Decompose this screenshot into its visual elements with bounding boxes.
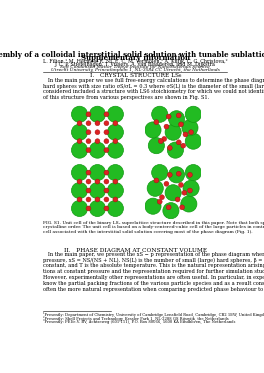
Text: Self-assembly of a colloidal interstitial solid solution with tunable sublattice: Self-assembly of a colloidal interstitia… [0, 50, 264, 59]
Text: Soft Condensed Matter, Debye Institute for NanoMaterials Science,: Soft Condensed Matter, Debye Institute f… [60, 65, 211, 69]
Text: II.   PHASE DIAGRAM AT CONSTANT VOLUME: II. PHASE DIAGRAM AT CONSTANT VOLUME [64, 248, 207, 253]
Text: Utrecht University, Princetonplein 1, NL-3584 CC Utrecht, the Netherlands: Utrecht University, Princetonplein 1, NL… [51, 68, 220, 72]
Text: J. C. P. Stiefelhagen, T. Vissers, A. van Blaaderen, and M. Dijkstra: J. C. P. Stiefelhagen, T. Vissers, A. va… [55, 62, 216, 67]
Text: ¹Presently: Department of Chemistry, University of Cambridge,Lensfield Road, Cam: ¹Presently: Department of Chemistry, Uni… [43, 313, 264, 317]
Text: I.   CRYSTAL STRUCTURE LS₆: I. CRYSTAL STRUCTURE LS₆ [89, 73, 181, 78]
Text: In the main paper we use full free-energy calculations to determine the phase di: In the main paper we use full free-energ… [43, 78, 264, 100]
Text: ²Presently: Shell Projects and Technology, Kessler Park 1, NL-2288 GS Rijswijk, : ²Presently: Shell Projects and Technolog… [43, 316, 229, 321]
Text: L. Filion,¹ M. Hermes, R. Ni, E. C. M. Vermolen,¹ A. Kuijk, C. G. Christova,²: L. Filion,¹ M. Hermes, R. Ni, E. C. M. V… [43, 59, 228, 63]
Text: ³Presently: FEI/e.V. BV, Achtseweg (601-111), P.O. Box 80066, 5600 KA Eindhoven,: ³Presently: FEI/e.V. BV, Achtseweg (601-… [43, 319, 235, 324]
Text: FIG. S1. Unit cell of the binary LS₆ superlattice structure described in this pa: FIG. S1. Unit cell of the binary LS₆ sup… [43, 220, 264, 234]
Text: Supplementary information: Supplementary information [81, 54, 190, 62]
Text: In the main paper, we present the xS − p representation of the phase diagram whe: In the main paper, we present the xS − p… [43, 251, 264, 292]
